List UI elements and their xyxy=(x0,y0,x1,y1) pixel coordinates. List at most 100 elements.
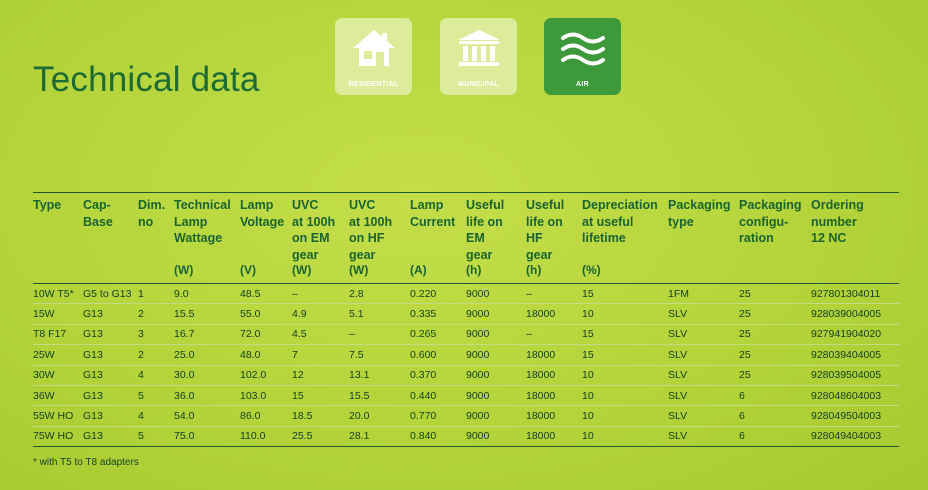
table-cell: 15.5 xyxy=(349,385,410,407)
table-cell: 103.0 xyxy=(240,385,292,407)
table-cell: 30.0 xyxy=(174,365,240,386)
column-header: Useful life on HF gear xyxy=(526,198,565,262)
table-cell: 48.0 xyxy=(240,344,292,366)
table-row: 75W HO G13 5 75.0 110.0 25.5 28.1 0.840 9000 1800… xyxy=(33,426,899,448)
table-cell: G13 xyxy=(83,405,138,427)
table-cell: 10 xyxy=(582,426,668,448)
tile-municipal: MUNICIPAL xyxy=(440,18,517,95)
table-cell: 4 xyxy=(138,405,174,427)
page-title: Technical data xyxy=(33,60,260,99)
table-cell: 10 xyxy=(582,303,668,325)
table-cell: SLV xyxy=(668,365,739,386)
table-header-row: Type Cap- Base Dim. no Technical Lamp Watta… xyxy=(33,193,899,263)
table-cell: 75.0 xyxy=(174,426,240,448)
column-header: Ordering number 12 NC xyxy=(811,198,864,245)
table-row: 30W G13 4 30.0 102.0 12 13.1 0.370 9000 18000 10 SL… xyxy=(33,365,899,386)
air-waves-icon xyxy=(560,32,605,66)
column-header: Dim. no xyxy=(138,198,166,229)
table-cell: 25 xyxy=(739,283,811,305)
table-cell: G13 xyxy=(83,344,138,366)
table-cell: 9000 xyxy=(466,426,526,448)
table-cell: 928048604003 xyxy=(811,385,899,407)
table-cell: 102.0 xyxy=(240,365,292,386)
table-cell: 9000 xyxy=(466,405,526,427)
column-header: Lamp Voltage xyxy=(240,198,285,229)
table-cell: 9000 xyxy=(466,365,526,386)
table-cell: 16.7 xyxy=(174,324,240,346)
building-icon xyxy=(457,30,500,66)
table-cell: 5.1 xyxy=(349,303,410,325)
table-cell: 18000 xyxy=(526,405,582,427)
table-cell: 86.0 xyxy=(240,405,292,427)
table-cell: 36.0 xyxy=(174,385,240,407)
table-row: 10W T5* G5 to G13 1 9.0 48.5–2.8 0.220 9000–15… xyxy=(33,283,899,305)
table-cell: 18.5 xyxy=(292,405,349,427)
table-cell: 54.0 xyxy=(174,405,240,427)
unit-label xyxy=(668,263,739,284)
technical-data-table: Type Cap- Base Dim. no Technical Lamp Watta… xyxy=(33,193,899,448)
table-cell: G13 xyxy=(83,365,138,386)
table-cell: 0.335 xyxy=(410,303,466,325)
column-header: UVC at 100h on EM gear xyxy=(292,198,336,262)
table-cell: 15 xyxy=(582,324,668,346)
table-cell: 2.8 xyxy=(349,283,410,305)
table-cell: SLV xyxy=(668,426,739,448)
table-cell: 0.600 xyxy=(410,344,466,366)
table-cell: 9000 xyxy=(466,344,526,366)
column-header: Packaging type xyxy=(668,198,731,229)
table-row: 15W G13 2 15.5 55.0 4.9 5.1 0.335 9000 18000 10 SLV… xyxy=(33,303,899,325)
unit-label: (h) xyxy=(466,263,526,284)
unit-label xyxy=(83,263,138,284)
unit-label: (%) xyxy=(582,263,668,284)
table-cell: 72.0 xyxy=(240,324,292,346)
unit-label: (h) xyxy=(526,263,582,284)
table-cell: 0.370 xyxy=(410,365,466,386)
table-cell: 25 xyxy=(739,324,811,346)
table-cell: 0.770 xyxy=(410,405,466,427)
table-cell: 18000 xyxy=(526,385,582,407)
table-cell: 5 xyxy=(138,385,174,407)
house-icon xyxy=(352,30,395,66)
column-header: Cap- Base xyxy=(83,198,113,229)
table-cell: G13 xyxy=(83,303,138,325)
footnote: * with T5 to T8 adapters xyxy=(33,457,139,468)
tile-label: AIR xyxy=(576,81,589,88)
table-cell: 25W xyxy=(33,344,83,366)
tile-label: RESIDENTIAL xyxy=(348,81,399,88)
table-cell: 2 xyxy=(138,344,174,366)
unit-label: (V) xyxy=(240,263,292,284)
table-cell: 0.840 xyxy=(410,426,466,448)
table-cell: 110.0 xyxy=(240,426,292,448)
table-cell: G13 xyxy=(83,385,138,407)
unit-label xyxy=(739,263,811,284)
table-cell: – xyxy=(526,324,582,346)
table-cell: – xyxy=(292,283,349,305)
table-cell: 18000 xyxy=(526,303,582,325)
unit-label xyxy=(138,263,174,284)
table-cell: 2 xyxy=(138,303,174,325)
table-cell: 15 xyxy=(292,385,349,407)
table-cell: 13.1 xyxy=(349,365,410,386)
table-cell: 25.5 xyxy=(292,426,349,448)
table-row: 55W HO G13 4 54.0 86.0 18.5 20.0 0.770 9000 18000… xyxy=(33,405,899,427)
unit-label: (W) xyxy=(174,263,240,284)
table-cell: T8 F17 xyxy=(33,324,83,346)
table-cell: 36W xyxy=(33,385,83,407)
table-cell: 75W HO xyxy=(33,426,83,448)
table-cell: 25 xyxy=(739,303,811,325)
column-header: Packaging configu- ration xyxy=(739,198,802,245)
table-cell: 15.5 xyxy=(174,303,240,325)
table-cell: 927941904020 xyxy=(811,324,899,346)
table-cell: – xyxy=(526,283,582,305)
table-cell: 4.9 xyxy=(292,303,349,325)
table-cell: 18000 xyxy=(526,344,582,366)
table-cell: 9000 xyxy=(466,283,526,305)
table-cell: 55W HO xyxy=(33,405,83,427)
table-cell: – xyxy=(349,324,410,346)
table-cell: 15W xyxy=(33,303,83,325)
table-cell: 928039004005 xyxy=(811,303,899,325)
table-cell: 927801304011 xyxy=(811,283,899,305)
table-cell: 5 xyxy=(138,426,174,448)
table-cell: 9.0 xyxy=(174,283,240,305)
table-cell: 7 xyxy=(292,344,349,366)
